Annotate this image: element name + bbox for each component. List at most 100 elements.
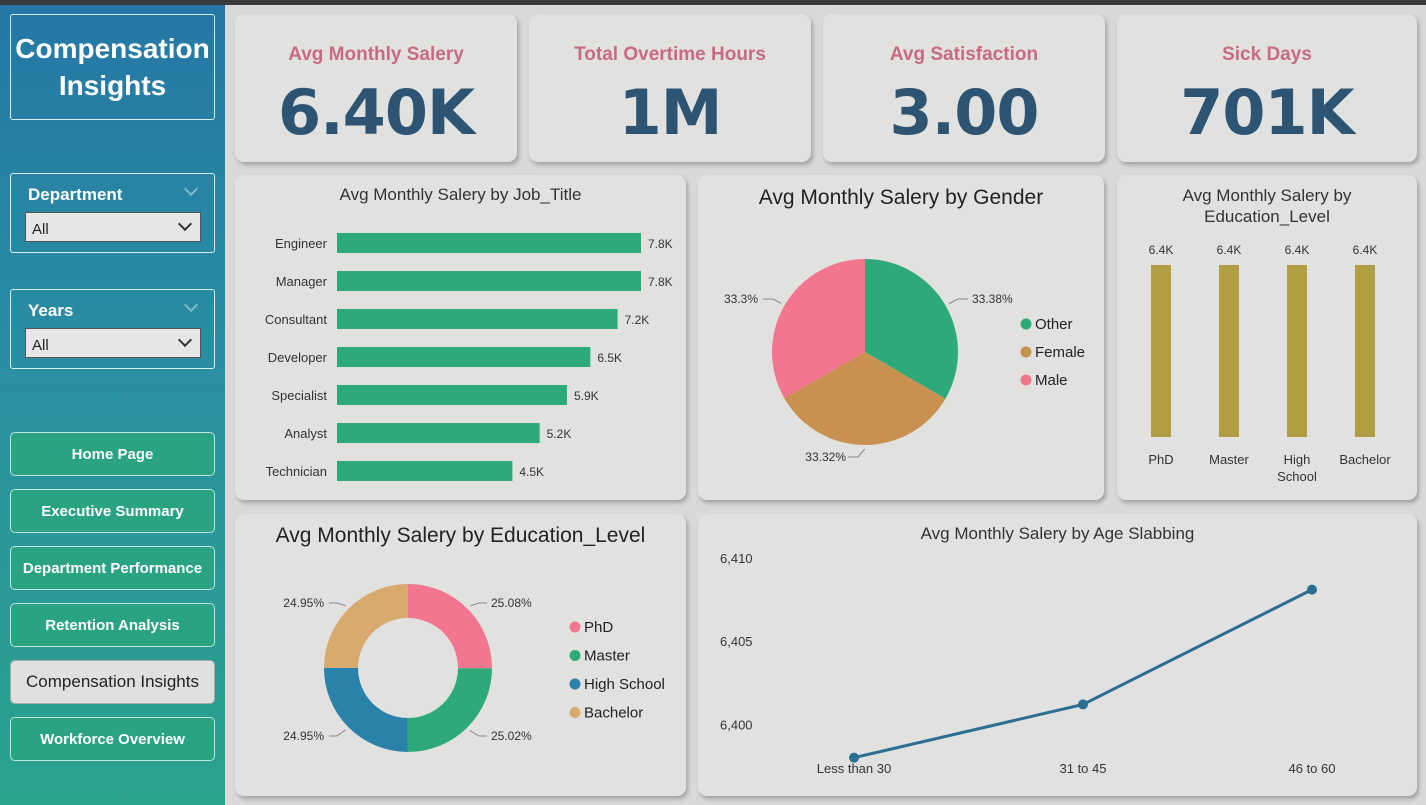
category-label: Engineer [275,236,328,251]
category-label: School [1277,469,1317,484]
bar [337,461,513,481]
chevron-down-icon[interactable] [183,181,199,197]
data-label: 6.4K [1217,243,1242,257]
legend-label: Female [1035,344,1085,361]
leader-line [948,298,968,305]
education-donut-chart-card: Avg Monthly Salery by Education_Level 25… [235,514,686,796]
data-label: 6.4K [1285,243,1310,257]
data-label: 6.4K [1149,243,1174,257]
chart-title-line2: Education_Level [1204,207,1330,226]
leader-line [763,298,782,304]
series-line [853,588,1313,760]
legend-marker [1020,318,1032,330]
category-label: Technician [266,464,327,479]
slice [772,259,865,399]
chevron-down-icon[interactable] [183,297,199,313]
years-slicer-label: Years [28,301,74,320]
kpi-value: 3.00 [889,76,1040,149]
slice [408,584,492,669]
category-label: PhD [1148,452,1173,467]
kpi-value: 1M [618,76,723,149]
data-label: 24.95% [283,729,324,743]
department-dropdown[interactable]: All [25,212,201,242]
window-top-bar [0,0,1426,5]
kpi-card-sick-days: Sick Days 701K [1117,14,1417,162]
bar [337,309,618,329]
legend-label: Other [1035,316,1073,333]
chart-title: Avg Monthly Salery by Age Slabbing [920,524,1195,543]
job-title-bar-chart-card: Avg Monthly Salery by Job_Title Engineer… [235,175,686,500]
bar [337,385,567,405]
kpi-card-avg-monthly-salery: Avg Monthly Salery 6.40K [235,14,517,162]
age-line-chart: 6,400 6,405 6,410 Less than 30 31 to 45 46 to… [720,551,1336,776]
leader-line [848,448,866,458]
data-label: 7.2K [625,313,650,327]
education-bar-chart: 6.4K PhD 6.4K Master 6.4K High School 6.4K Bache… [1148,243,1391,484]
nav-home-page[interactable]: Home Page [10,432,215,476]
legend-label: PhD [584,619,613,636]
chart-title: Avg Monthly Salery by Job_Title [339,185,582,204]
nav-compensation-insights[interactable]: Compensation Insights [10,660,215,704]
department-slicer-label: Department [28,185,123,204]
education-donut-chart: 25.08% 25.02% 24.95% 24.95% PhD Master High Sc… [283,584,665,752]
bar [1219,265,1239,437]
data-label: 33.32% [805,450,846,464]
years-dropdown-value: All [32,337,49,354]
leader-line [329,602,347,607]
x-tick-label: 46 to 60 [1289,761,1336,776]
bar [1151,265,1171,437]
legend-label: High School [584,676,665,693]
kpi-value: 6.40K [277,76,475,149]
data-label: 24.95% [283,596,324,610]
slice [324,667,408,752]
category-label: Master [1209,452,1249,467]
bar [1355,265,1375,437]
department-dropdown-value: All [32,221,49,238]
leader-line [470,602,487,607]
bar [337,423,540,443]
data-label: 5.2K [547,427,572,441]
category-label: Consultant [265,312,328,327]
category-label: High [1284,452,1311,467]
nav-department-performance[interactable]: Department Performance [10,546,215,590]
nav-workforce-overview[interactable]: Workforce Overview [10,717,215,761]
legend-marker [1020,346,1032,358]
legend-marker [569,621,581,633]
data-point [1307,584,1317,595]
bar [337,347,591,367]
education-bar-chart-card: Avg Monthly Salery by Education_Level 6.… [1117,175,1417,500]
sidebar: Compensation Insights Department All Year… [0,5,225,805]
chart-title: Avg Monthly Salery by Education_Level [1117,185,1417,227]
x-tick-label: Less than 30 [817,761,891,776]
nav-executive-summary[interactable]: Executive Summary [10,489,215,533]
data-label: 5.9K [574,389,599,403]
category-label: Analyst [284,426,327,441]
nav-retention-analysis[interactable]: Retention Analysis [10,603,215,647]
kpi-title: Sick Days [1222,44,1312,65]
age-line-chart-card: Avg Monthly Salery by Age Slabbing 6,400… [698,514,1417,796]
kpi-card-avg-satisfaction: Avg Satisfaction 3.00 [823,14,1105,162]
y-tick-label: 6,410 [720,551,753,566]
data-label: 4.5K [519,465,544,479]
kpi-title: Total Overtime Hours [574,44,766,65]
bar [337,271,641,291]
slice [784,352,946,445]
data-label: 25.02% [491,729,532,743]
bar [337,233,641,253]
data-label: 33.3% [724,292,758,306]
years-slicer: Years All [10,289,215,369]
x-tick-label: 31 to 45 [1060,761,1107,776]
report-title: Compensation Insights [10,14,215,120]
kpi-title: Avg Monthly Salery [288,44,464,65]
data-label: 7.8K [648,237,673,251]
chart-title-line1: Avg Monthly Salery by [1182,186,1352,205]
data-label: 25.08% [491,596,532,610]
category-label: Developer [268,350,328,365]
job-title-bar-chart: Engineer 7.8K Manager 7.8K Consultant 7.2K Dev… [265,233,673,481]
dropdown-arrow-icon[interactable] [177,332,193,348]
chart-title: Avg Monthly Salery by Gender [758,186,1044,209]
dropdown-arrow-icon[interactable] [177,216,193,232]
slice [865,259,958,399]
years-dropdown[interactable]: All [25,328,201,358]
legend-marker [569,707,581,718]
